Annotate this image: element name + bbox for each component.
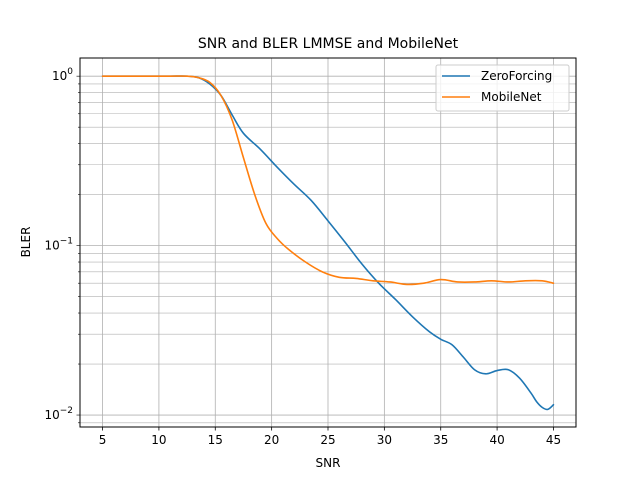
- x-tick-label: 45: [546, 433, 561, 447]
- x-tick-label: 10: [151, 433, 166, 447]
- legend: ZeroForcing MobileNet: [435, 64, 570, 112]
- grid: [80, 58, 576, 427]
- chart-title: SNR and BLER LMMSE and MobileNet: [198, 36, 459, 52]
- x-tick-label: 20: [264, 433, 279, 447]
- x-tick-label: 35: [433, 433, 448, 447]
- y-tick-label: 10−2: [44, 406, 73, 422]
- y-tick-label: 10−1: [44, 237, 73, 253]
- y-axis-label: BLER: [19, 227, 33, 258]
- series-line-2: [101, 75, 555, 286]
- x-tick-label: 25: [320, 433, 335, 447]
- y-tick-label-exponent: −1: [60, 237, 73, 247]
- x-axis-label: SNR: [316, 456, 341, 470]
- legend-label-2: MobileNet: [481, 90, 542, 104]
- legend-label-1: ZeroForcing: [481, 69, 552, 83]
- y-tick-label-exponent: −2: [60, 406, 73, 416]
- y-tick-label-exponent: 0: [67, 67, 73, 77]
- x-tick-label: 5: [99, 433, 107, 447]
- x-tick-label: 30: [377, 433, 392, 447]
- y-tick-label-base: 10: [44, 408, 59, 422]
- y-tick-label-base: 10: [44, 239, 59, 253]
- y-tick-label: 100: [52, 67, 73, 83]
- y-tick-label-base: 10: [52, 69, 67, 83]
- series-layer: [101, 75, 555, 411]
- x-tick-label: 40: [489, 433, 504, 447]
- x-tick-label: 15: [208, 433, 223, 447]
